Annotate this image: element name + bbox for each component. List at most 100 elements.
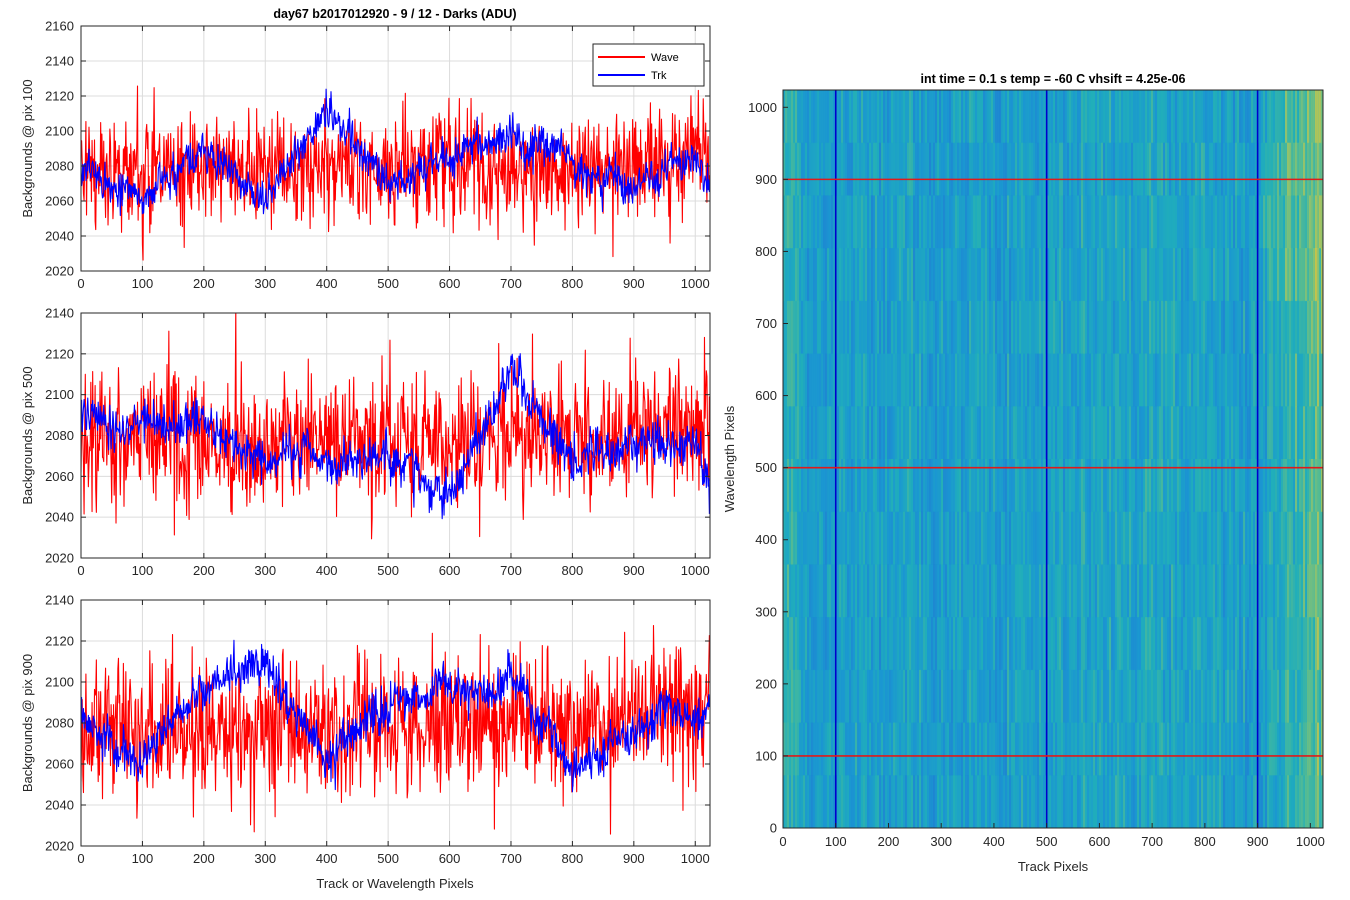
heatmap-cell	[1171, 195, 1174, 249]
heatmap-cell	[989, 248, 992, 302]
heatmap-cell	[1041, 195, 1044, 249]
heatmap-cell	[1095, 90, 1098, 144]
heatmap-cell	[1189, 459, 1192, 513]
heatmap-cell	[1011, 195, 1014, 249]
heatmap-cell	[1113, 459, 1116, 513]
heatmap-cell	[1075, 722, 1078, 776]
heatmap-cell	[1135, 353, 1138, 407]
heatmap-cell	[973, 195, 976, 249]
heatmap-cell	[985, 669, 988, 724]
heatmap-cell	[1077, 722, 1080, 776]
heatmap-cell	[995, 617, 998, 671]
heatmap-cell	[1103, 617, 1106, 671]
x-tick-label: 100	[132, 851, 154, 866]
heatmap-cell	[865, 775, 868, 828]
heatmap-cell	[1165, 669, 1168, 724]
heatmap-cell	[1321, 459, 1323, 513]
heatmap-cell	[1147, 564, 1150, 618]
series-line-trk	[81, 353, 710, 520]
heatmap-cell	[903, 353, 906, 407]
heatmap-cell	[1089, 300, 1092, 355]
heatmap-cell	[983, 353, 986, 407]
heatmap-cell	[875, 248, 878, 302]
heatmap-cell	[989, 617, 992, 671]
heatmap-cell	[1033, 142, 1036, 196]
heatmap-cell	[1301, 248, 1304, 302]
heatmap-cell	[829, 300, 832, 355]
heatmap-cell	[1289, 722, 1292, 776]
heatmap-cell	[1057, 90, 1060, 144]
heatmap-cell	[909, 406, 912, 460]
heatmap-cell	[809, 90, 812, 144]
heatmap-cell	[1291, 511, 1294, 565]
heatmap-cell	[1307, 722, 1310, 776]
heatmap-cell	[1127, 722, 1130, 776]
heatmap-cell	[1263, 90, 1266, 144]
heatmap-cell	[1167, 90, 1170, 144]
heatmap-cell	[785, 722, 788, 776]
heatmap-cell	[1135, 564, 1138, 618]
heatmap-cell	[841, 775, 844, 828]
heatmap-cell	[1273, 722, 1276, 776]
heatmap-cell	[949, 669, 952, 724]
heatmap-cell	[973, 564, 976, 618]
heatmap-cell	[933, 248, 936, 302]
heatmap-cell	[1191, 300, 1194, 355]
heatmap-cell	[1037, 617, 1040, 671]
heatmap-cell	[1221, 406, 1224, 460]
heatmap-cell	[1187, 459, 1190, 513]
heatmap-cell	[957, 669, 960, 724]
heatmap-cell	[917, 353, 920, 407]
heatmap-cell	[805, 775, 808, 828]
heatmap-cell	[785, 459, 788, 513]
heatmap-cell	[1209, 406, 1212, 460]
heatmap-cell	[1287, 406, 1290, 460]
heatmap-cell	[1231, 459, 1234, 513]
heatmap-cell	[1013, 90, 1016, 144]
heatmap-cell	[887, 722, 890, 776]
heatmap-cell	[1053, 248, 1056, 302]
heatmap-cell	[1041, 617, 1044, 671]
heatmap-cell	[875, 406, 878, 460]
heatmap-cell	[803, 564, 806, 618]
heatmap-cell	[825, 406, 828, 460]
heatmap-cell	[1197, 406, 1200, 460]
heatmap-cell	[939, 90, 942, 144]
heatmap-cell	[1099, 564, 1102, 618]
heatmap-cell	[1307, 564, 1310, 618]
heatmap-cell	[877, 511, 880, 565]
heatmap-cell	[1063, 617, 1066, 671]
heatmap-cell	[873, 669, 876, 724]
heatmap-cell	[1029, 142, 1032, 196]
heatmap-cell	[859, 300, 862, 355]
heatmap-cell	[865, 564, 868, 618]
heatmap-cell	[1255, 617, 1258, 671]
heatmap-cell	[1211, 142, 1214, 196]
heatmap-cell	[933, 669, 936, 724]
heatmap-cell	[893, 142, 896, 196]
heatmap-cell	[1223, 195, 1226, 249]
heatmap-cell	[861, 195, 864, 249]
heatmap-cell	[921, 669, 924, 724]
heatmap-cell	[1109, 406, 1112, 460]
heatmap-cell	[877, 142, 880, 196]
heatmap-cell	[1079, 722, 1082, 776]
heatmap-cell	[851, 722, 854, 776]
heatmap-cell	[1295, 195, 1298, 249]
heatmap-cell	[1263, 195, 1266, 249]
heatmap-cell	[945, 195, 948, 249]
heatmap-cell	[1311, 564, 1314, 618]
heatmap-cell	[965, 142, 968, 196]
heatmap-cell	[1193, 511, 1196, 565]
heatmap-cell	[867, 142, 870, 196]
heatmap-cell	[1003, 300, 1006, 355]
heatmap-cell	[951, 195, 954, 249]
heatmap-cell	[931, 353, 934, 407]
heatmap-cell	[1247, 564, 1250, 618]
heatmap-cell	[1305, 669, 1308, 724]
heatmap-cell	[1153, 248, 1156, 302]
heatmap-cell	[791, 142, 794, 196]
heatmap-cell	[1029, 459, 1032, 513]
heatmap-cell	[1245, 775, 1248, 828]
heatmap-cell	[1261, 722, 1264, 776]
